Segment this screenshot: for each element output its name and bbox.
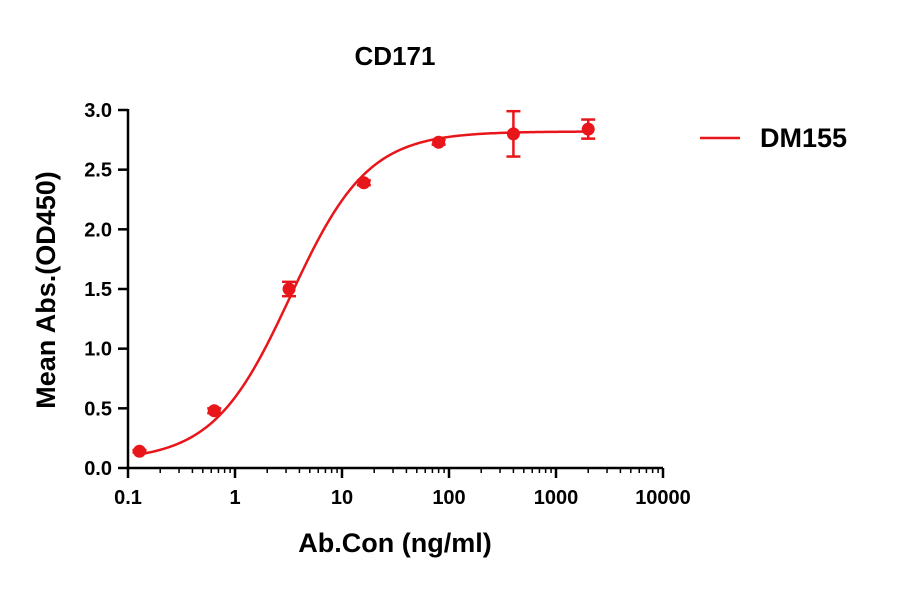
- y-tick-label: 1.5: [84, 279, 112, 301]
- x-tick-label: 0.1: [114, 487, 142, 509]
- x-axis: 0.1 1 10 100 1000 10000: [114, 466, 691, 509]
- y-tick-label: 1.0: [84, 339, 112, 361]
- data-point: [282, 282, 296, 296]
- data-point: [132, 444, 146, 458]
- legend-label: DM155: [760, 123, 847, 153]
- data-point: [506, 127, 520, 141]
- y-tick-label: 3.0: [84, 100, 112, 122]
- series-dm155: [132, 109, 596, 458]
- data-point: [432, 135, 446, 149]
- x-tick-label: 1000: [534, 487, 579, 509]
- x-tick-label: 10000: [635, 487, 691, 509]
- legend: DM155: [700, 123, 847, 153]
- x-tick-label: 1: [229, 487, 240, 509]
- data-point: [207, 404, 221, 418]
- y-tick-label: 2.5: [84, 160, 112, 182]
- y-axis-label: Mean Abs.(OD450): [31, 171, 61, 409]
- x-axis-label: Ab.Con (ng/ml): [298, 528, 491, 558]
- data-point: [357, 176, 371, 190]
- data-point: [581, 122, 595, 136]
- y-tick-label: 2.0: [84, 219, 112, 241]
- y-tick-label: 0.0: [84, 458, 112, 480]
- chart-title: CD171: [355, 41, 436, 71]
- x-tick-label: 10: [331, 487, 353, 509]
- y-axis: 0.0 0.5 1.0 1.5 2.0 2.5 3.0: [84, 100, 130, 480]
- x-tick-label: 100: [432, 487, 465, 509]
- y-tick-label: 0.5: [84, 398, 112, 420]
